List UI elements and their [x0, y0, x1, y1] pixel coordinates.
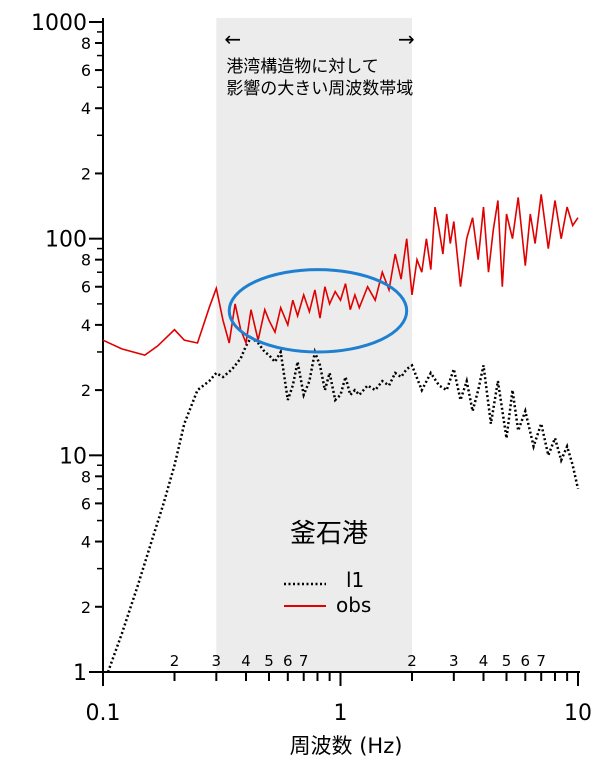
- y-minor-tick-label: 6: [81, 494, 91, 513]
- x-minor-tick-label: 4: [241, 652, 251, 670]
- legend-title: 釜石港: [290, 519, 368, 549]
- band-annotation-line2: 影響の大きい周波数帯域: [226, 79, 413, 99]
- y-tick-label: 10: [59, 444, 87, 469]
- y-tick-label: 1: [73, 661, 87, 686]
- y-minor-tick-label: 8: [81, 34, 91, 53]
- x-minor-tick-label: 3: [449, 652, 459, 670]
- y-minor-tick-label: 2: [81, 381, 91, 400]
- x-minor-tick-label: 5: [264, 652, 274, 670]
- legend: 釜石港 l1 obs: [284, 519, 371, 617]
- y-minor-tick-label: 2: [81, 164, 91, 183]
- y-tick-label: 1000: [31, 11, 87, 36]
- band-left-arrow: ←: [224, 27, 241, 51]
- x-minor-tick-label: 6: [521, 652, 531, 670]
- y-minor-tick-label: 6: [81, 278, 91, 297]
- y-minor-tick-label: 8: [81, 467, 91, 486]
- x-minor-tick-label: 7: [299, 652, 309, 670]
- band-annotation-line1: 港湾構造物に対して: [226, 57, 378, 77]
- x-tick-label: 1: [334, 701, 348, 726]
- y-minor-tick-label: 6: [81, 61, 91, 80]
- x-minor-tick-label: 2: [170, 652, 180, 670]
- legend-label-l1: l1: [346, 568, 364, 592]
- y-minor-tick-label: 4: [81, 316, 91, 335]
- y-minor-tick-label: 8: [81, 251, 91, 270]
- x-minor-tick-label: 6: [283, 652, 293, 670]
- x-tick-label: 10: [564, 701, 592, 726]
- y-minor-tick-label: 4: [81, 99, 91, 118]
- band-right-arrow: →: [398, 27, 415, 51]
- y-minor-tick-label: 2: [81, 598, 91, 617]
- x-minor-tick-label: 3: [212, 652, 222, 670]
- x-axis-label: 周波数 (Hz): [290, 734, 403, 758]
- y-minor-tick-label: 4: [81, 533, 91, 552]
- frequency-band-shading: [216, 18, 412, 672]
- highlight-ellipse: [227, 268, 409, 354]
- x-minor-tick-label: 4: [479, 652, 489, 670]
- x-minor-tick-label: 7: [536, 652, 546, 670]
- x-minor-tick-label: 2: [407, 652, 417, 670]
- y-tick-label: 100: [45, 228, 87, 253]
- legend-label-obs: obs: [336, 593, 371, 617]
- x-minor-tick-label: 5: [502, 652, 512, 670]
- series-l1-line: [106, 335, 580, 673]
- x-tick-label: 0.1: [86, 701, 121, 726]
